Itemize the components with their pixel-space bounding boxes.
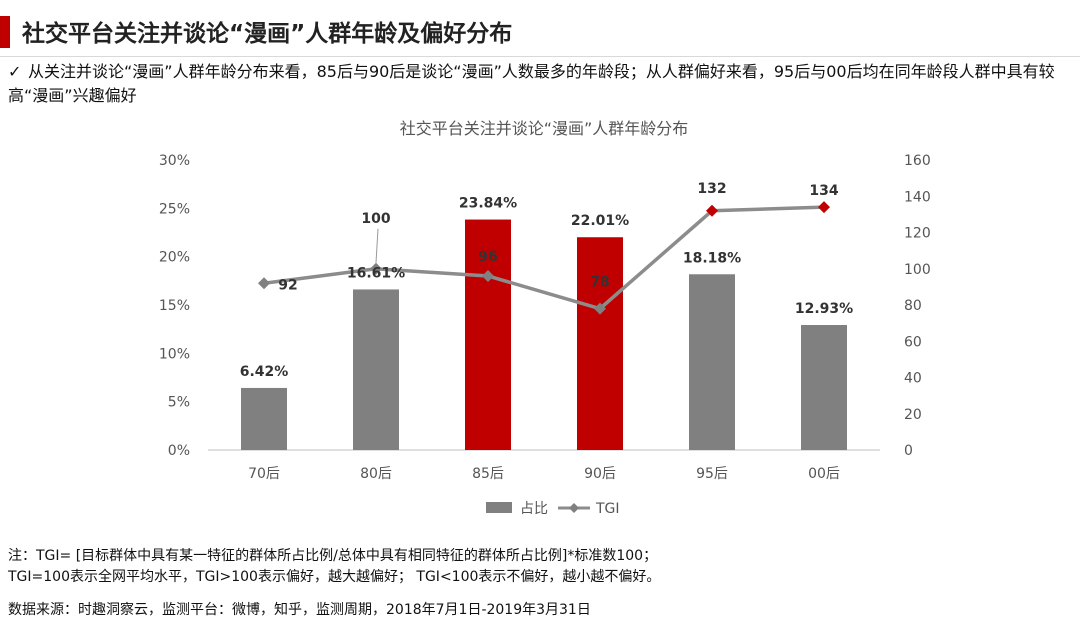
summary-text: 从关注并谈论“漫画”人群年龄分布来看，85后与90后是谈论“漫画”人数最多的年龄… xyxy=(8,62,1055,105)
summary-text-block: ✓ 从关注并谈论“漫画”人群年龄分布来看，85后与90后是谈论“漫画”人数最多的年… xyxy=(8,60,1068,108)
bar-value-label: 6.42% xyxy=(240,364,289,380)
x-tick-label: 80后 xyxy=(360,466,392,482)
x-tick-label: 95后 xyxy=(696,466,728,482)
tgi-value-label: 132 xyxy=(697,181,726,197)
tgi-value-label: 78 xyxy=(590,275,609,291)
footnote-line-1: 注：TGI= [目标群体中具有某一特征的群体所占比例/总体中具有相同特征的群体所… xyxy=(8,548,658,564)
x-tick-label: 00后 xyxy=(808,466,840,482)
tgi-marker-4 xyxy=(706,204,718,217)
tgi-label-leader xyxy=(375,228,379,263)
bar-value-label: 18.18% xyxy=(683,250,741,266)
footnote-line-2: TGI=100表示全网平均水平，TGI>100表示偏好，越大越偏好； TGI<1… xyxy=(8,569,661,585)
y-right-tick-label: 100 xyxy=(904,262,931,278)
bar-2 xyxy=(465,219,511,450)
tgi-marker-1 xyxy=(370,262,382,275)
y-right-tick-label: 160 xyxy=(904,153,931,169)
data-source: 数据来源：时趣洞察云，监测平台：微博，知乎，监测周期，2018年7月1日-201… xyxy=(8,602,591,618)
tgi-marker-5 xyxy=(818,201,830,214)
title-divider xyxy=(0,56,1080,57)
combo-chart: 社交平台关注并谈论“漫画”人群年龄分布 0% 5% 10% 15% 20% 25% 30% 0 2… xyxy=(159,119,931,517)
y-right-tick-label: 140 xyxy=(904,189,931,205)
footnote: 注：TGI= [目标群体中具有某一特征的群体所占比例/总体中具有相同特征的群体所… xyxy=(8,546,1068,588)
bar-0 xyxy=(241,387,287,450)
chart-title: 社交平台关注并谈论“漫画”人群年龄分布 xyxy=(400,119,689,138)
legend-bar-label: 占比 xyxy=(520,501,548,517)
y-right-tick-label: 120 xyxy=(904,226,931,242)
tgi-value-label: 92 xyxy=(278,277,297,293)
tgi-marker-3 xyxy=(594,302,606,315)
legend-line-label: TGI xyxy=(595,501,620,517)
tgi-marker-0 xyxy=(258,277,270,290)
page-title: 社交平台关注并谈论“漫画”人群年龄及偏好分布 xyxy=(22,21,513,47)
bar-value-label: 23.84% xyxy=(459,196,517,212)
x-tick-label: 70后 xyxy=(248,466,280,482)
bar-value-label: 22.01% xyxy=(571,213,629,229)
check-icon: ✓ xyxy=(8,62,22,81)
y-right-tick-label: 80 xyxy=(904,298,922,314)
y-left-tick-label: 30% xyxy=(159,153,190,169)
y-left-tick-label: 10% xyxy=(159,346,190,362)
tgi-line xyxy=(263,205,825,311)
tgi-marker-2 xyxy=(482,270,494,282)
y-left-tick-label: 15% xyxy=(159,298,190,314)
y-left-tick-label: 20% xyxy=(159,250,190,266)
tgi-value-label: 96 xyxy=(478,249,497,265)
legend-bar-swatch xyxy=(486,502,512,513)
y-left-tick-label: 5% xyxy=(168,395,190,411)
title-accent-bar xyxy=(0,16,10,48)
legend-line-marker xyxy=(569,503,579,513)
y-right-tick-label: 20 xyxy=(904,407,922,423)
bar-3 xyxy=(577,237,623,450)
x-tick-label: 85后 xyxy=(472,466,504,482)
bar-value-label: 12.93% xyxy=(795,301,853,317)
y-right-tick-label: 40 xyxy=(904,371,922,387)
y-left-tick-label: 25% xyxy=(159,201,190,217)
tgi-value-label: 100 xyxy=(361,211,390,227)
bar-1 xyxy=(353,289,399,450)
bar-4 xyxy=(689,274,735,450)
y-left-tick-label: 0% xyxy=(168,443,190,459)
bar-5 xyxy=(801,325,847,450)
y-right-tick-label: 60 xyxy=(904,334,922,350)
tgi-value-label: 134 xyxy=(809,183,838,199)
bar-value-label: 16.61% xyxy=(347,265,405,281)
x-tick-label: 90后 xyxy=(584,466,616,482)
y-right-tick-label: 0 xyxy=(904,443,913,459)
